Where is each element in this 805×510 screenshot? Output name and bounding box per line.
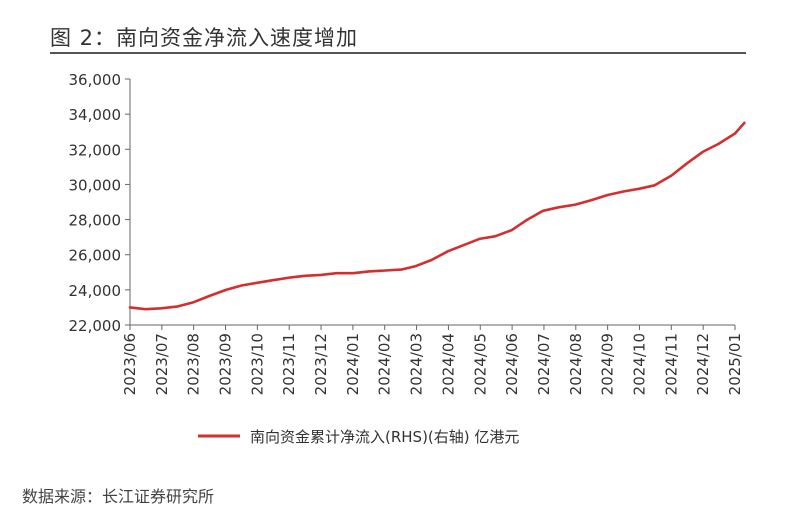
x-tick-label: 2024/03 <box>408 333 426 395</box>
series-layer <box>128 121 746 311</box>
y-tick-label: 36,000 <box>69 71 122 89</box>
x-tick-label: 2023/10 <box>248 333 266 395</box>
y-tick-label: 26,000 <box>69 247 122 265</box>
y-tick-label: 22,000 <box>69 317 122 335</box>
x-tick-label: 2024/10 <box>630 333 648 395</box>
y-tick-label: 30,000 <box>69 176 122 194</box>
x-tick-label: 2023/08 <box>185 333 203 395</box>
title-rule <box>50 52 746 54</box>
x-tick-label: 2024/11 <box>662 333 680 395</box>
y-tick-label: 34,000 <box>69 106 122 124</box>
x-tick-label: 2024/12 <box>694 333 712 395</box>
x-tick-label: 2023/11 <box>280 333 298 395</box>
source-note: 数据来源：长江证券研究所 <box>22 487 215 506</box>
legend: 南向资金累计净流入(RHS)(右轴) 亿港元 <box>198 428 519 446</box>
y-tick-label: 28,000 <box>69 212 122 230</box>
x-tick-label: 2024/09 <box>599 333 617 395</box>
x-tick-label: 2024/05 <box>471 333 489 395</box>
x-tick-label: 2024/08 <box>567 333 585 395</box>
legend-label: 南向资金累计净流入(RHS)(右轴) 亿港元 <box>250 428 519 446</box>
y-tick-label: 32,000 <box>69 141 122 159</box>
x-tick-label: 2025/01 <box>726 333 744 395</box>
y-axis: 22,000 24,000 26,000 28,000 30,000 32,000 34,0… <box>69 71 131 335</box>
figure-title: 图 2：南向资金净流入速度增加 <box>50 26 359 50</box>
x-tick-label: 2024/04 <box>439 333 457 395</box>
x-tick-label: 2023/07 <box>153 333 171 395</box>
x-tick-label: 2024/01 <box>344 333 362 395</box>
x-axis: 2023/06 2023/07 2023/08 2023/09 2023/10 2023/… <box>121 324 744 395</box>
y-tick-label: 24,000 <box>69 282 122 300</box>
x-tick-label: 2023/09 <box>217 333 235 395</box>
x-tick-label: 2023/12 <box>312 333 330 395</box>
series-line <box>128 121 746 311</box>
x-tick-label: 2023/06 <box>121 333 139 395</box>
x-tick-label: 2024/02 <box>376 333 394 395</box>
x-tick-label: 2024/06 <box>503 333 521 395</box>
x-tick-label: 2024/07 <box>535 333 553 395</box>
